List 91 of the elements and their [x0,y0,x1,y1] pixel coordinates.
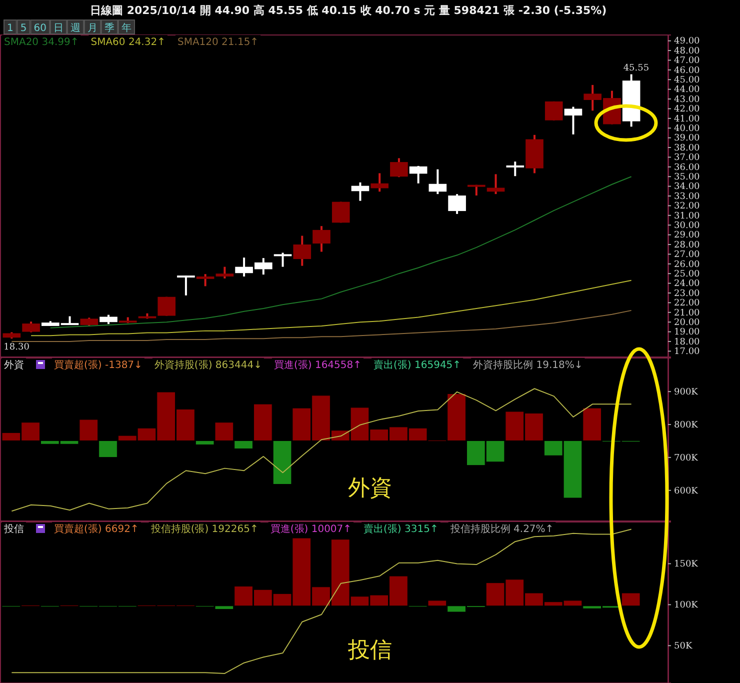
candlestick [100,314,118,326]
candlestick [293,234,312,267]
y-tick-label: 18.00 [674,337,700,348]
candlestick [274,252,292,268]
y-tick-label: 43.00 [674,94,700,105]
y-tick-label: 17.00 [674,347,700,358]
y-tick-label: 31.00 [674,211,700,222]
y-tick-label: 800K [674,420,698,430]
annotation: 18.30 [4,342,30,353]
y-tick-label: 40.00 [674,124,700,134]
button[interactable]: 5 [16,20,30,34]
y-tick-label: 48.00 [674,46,700,56]
button[interactable]: 月 [84,20,101,34]
line-series [50,176,632,328]
y-tick-label: 23.00 [674,288,700,299]
annotation: 投信 [347,638,392,664]
annotation: 投信 [3,523,24,535]
line-series [30,280,632,336]
y-tick-label: 22.00 [674,298,700,309]
y-tick-label: 42.00 [674,104,700,115]
candlestick [177,274,195,296]
y-tick-label: 38.00 [674,143,700,154]
text: SMA120 21.15↑ [177,37,259,48]
chart-title: 日線圖 2025/10/14 開 44.90 高 45.55 低 40.15 收 40.70 s 元 量 598421 張 -2.30 (-5.35%) [90,4,607,17]
y-tick-label: 600K [674,486,698,496]
candlestick [312,225,330,253]
button[interactable]: 1 [4,20,17,34]
y-tick-label: 28.00 [674,240,700,250]
y-tick-label: 20.00 [674,318,700,328]
text: 買賣超(張) -1387↓ [54,359,142,371]
y-tick-label: 50K [674,642,692,652]
annotation: 買進(張) 164558↑ [274,359,362,371]
y-tick-label: 900K [674,387,698,398]
y-tick-label: 700K [674,453,698,464]
candlestick [506,160,524,178]
candlestick [390,157,408,178]
y-tick-label: 46.00 [674,66,700,76]
annotation: 賣出(張) 165945↑ [374,359,462,371]
y-tick-label: 35.00 [674,172,700,182]
y-tick-label: 100K [674,600,698,611]
y-tick-label: 29.00 [674,230,700,241]
y-tick-label: 33.00 [674,192,700,202]
candlestick [216,266,234,280]
candlestick [564,106,582,136]
text: 買賣超(張) 6692↑ [54,523,139,535]
candlestick [158,296,176,317]
candlestick [448,193,466,215]
text: 投信持股(張) 192265↑ [150,523,258,535]
candlestick [409,164,428,184]
text: 外資持股(張) 863444↓ [154,359,262,371]
candlestick [22,320,40,334]
y-tick-label: 39.00 [674,134,700,144]
button[interactable]: 60 [30,20,50,34]
y-tick-label: 27.00 [674,250,700,260]
y-tick-label: 34.00 [674,182,700,192]
text: SMA60 24.32↑ [90,37,166,48]
bar [621,592,640,606]
button[interactable]: 季 [100,20,118,34]
annotation: 投信持股比例 4.27%↑ [449,523,554,535]
candlestick [428,168,447,196]
y-tick-label: 37.00 [674,153,700,164]
candlestick [544,100,563,122]
text: SMA20 34.99↑ [4,37,79,48]
button[interactable]: 年 [118,20,135,34]
y-tick-label: 30.00 [674,220,700,231]
y-tick-label: 21.00 [674,308,700,318]
annotation: 外資 [4,359,24,371]
y-tick-label: 26.00 [674,260,700,270]
button[interactable]: 週 [66,20,84,34]
candlestick [351,181,370,202]
y-tick-label: 41.00 [674,114,700,124]
annotation: 外資 [348,476,392,501]
y-tick-label: 44.00 [674,85,700,96]
y-tick-label: 47.00 [674,56,700,66]
y-tick-label: 36.00 [674,162,700,173]
button[interactable]: 日 [50,20,67,34]
annotation: 買進(張) 10007↑ [270,523,352,535]
y-tick-label: 150K [674,560,698,570]
y-tick-label: 19.00 [674,328,700,338]
y-tick-label: 49.00 [674,36,700,47]
annotation: 賣出(張) 3315↑ [364,523,438,535]
y-tick-label: 25.00 [674,269,700,280]
candlestick [196,273,214,288]
annotation: 外資持股比例 19.18%↓ [473,359,583,371]
candlestick [370,172,388,193]
annotation: 45.55 [623,63,650,74]
line-series [11,388,632,512]
y-tick-label: 24.00 [674,279,700,290]
line-series [11,310,632,342]
y-tick-label: 32.00 [674,202,700,212]
y-tick-label: 45.00 [674,75,700,86]
